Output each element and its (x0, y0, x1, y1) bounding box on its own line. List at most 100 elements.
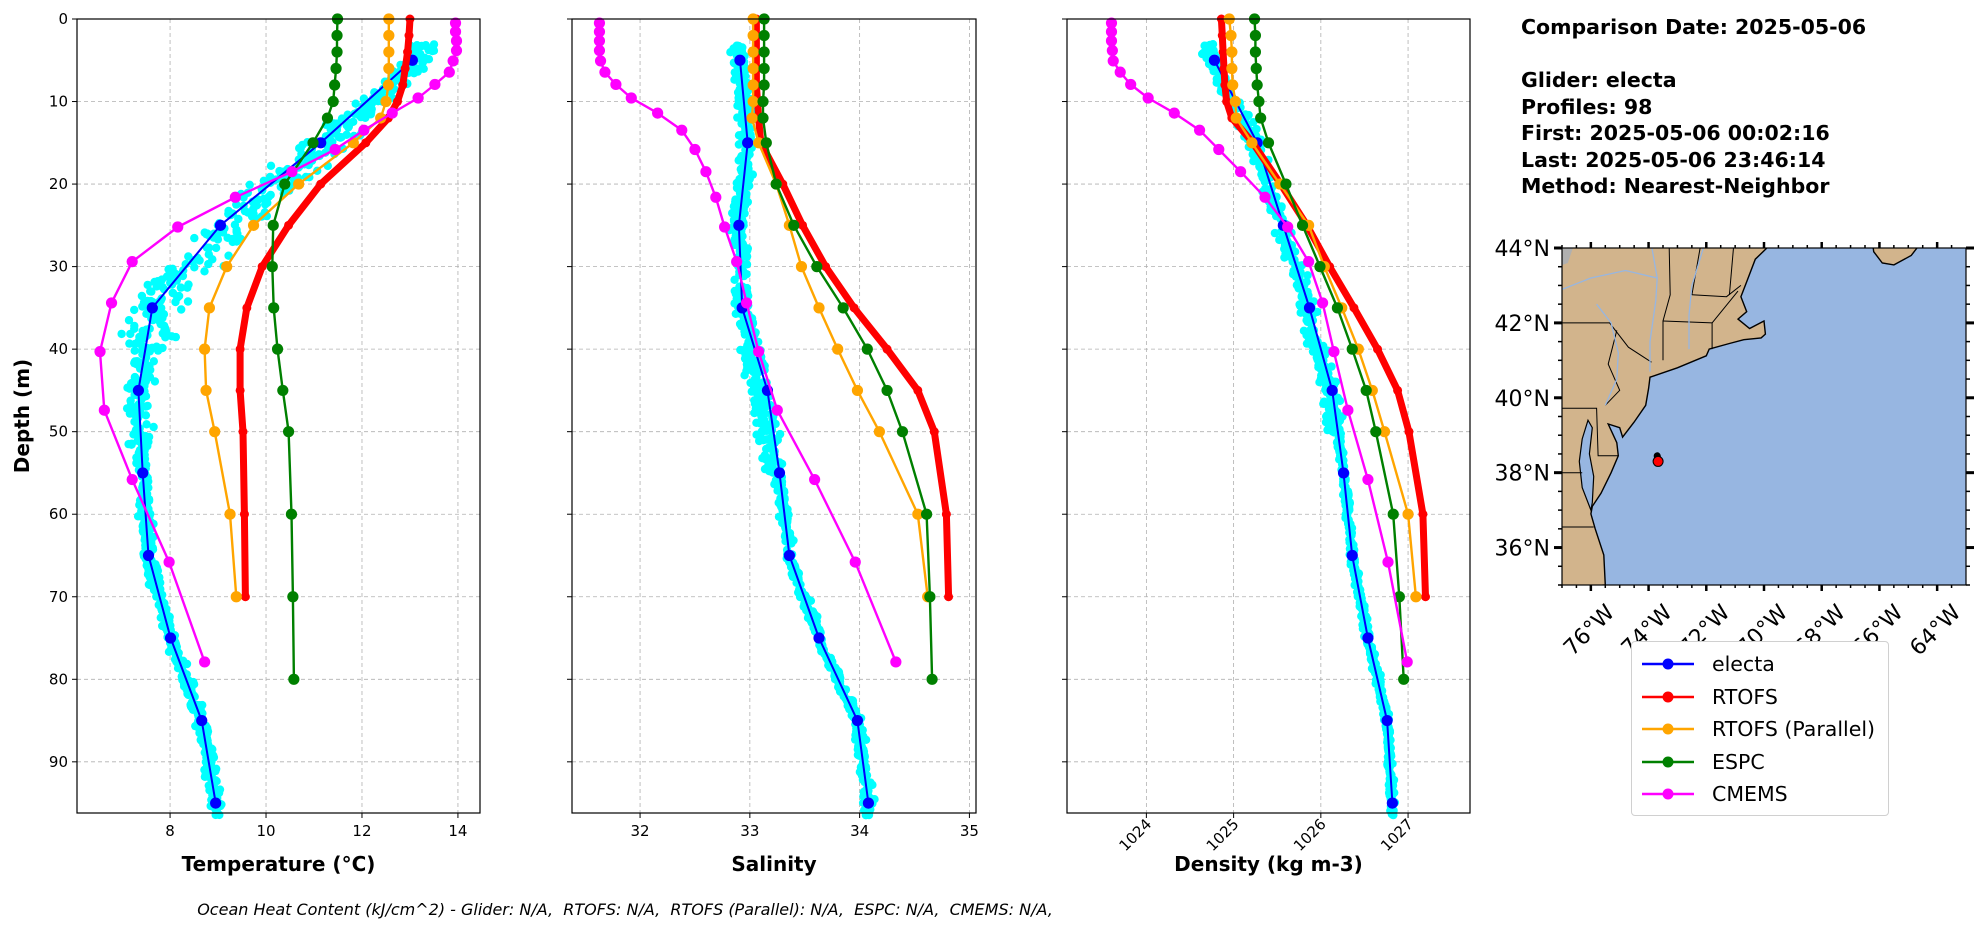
data-point (1114, 66, 1126, 78)
data-point (203, 302, 216, 314)
legend-label: electa (1712, 652, 1775, 677)
glider-raw-point (1204, 47, 1213, 56)
glider-raw-point (731, 70, 741, 79)
data-point (327, 95, 339, 108)
data-point (392, 97, 402, 107)
data-point (1303, 256, 1315, 268)
data-point (676, 124, 688, 136)
data-point (277, 384, 289, 397)
state-border (1562, 322, 1652, 363)
glider-raw-point (137, 341, 147, 351)
glider-raw-point (233, 229, 242, 239)
data-point (285, 508, 298, 520)
glider-raw-point (357, 106, 367, 116)
data-point (331, 46, 343, 58)
glider-raw-point (211, 810, 220, 820)
data-point (1125, 78, 1137, 91)
y-tick-label: 60 (49, 505, 68, 523)
glider-raw-point (130, 305, 139, 315)
state-border (1691, 285, 1742, 298)
data-point (594, 55, 607, 67)
data-point (105, 297, 118, 309)
data-point (734, 54, 746, 66)
glider-raw-point (143, 280, 152, 290)
data-point (1381, 714, 1393, 727)
x-tick-label: 34 (850, 822, 869, 840)
glider-raw-point (775, 429, 785, 439)
glider-raw-point (373, 97, 383, 106)
data-point (361, 138, 371, 148)
glider-raw-point (740, 354, 750, 363)
data-point (293, 178, 305, 190)
data-point (1168, 107, 1180, 119)
glider-raw-point (117, 329, 126, 339)
glider-raw-point (155, 573, 164, 582)
glider-raw-point (171, 297, 180, 307)
series-cmems (1105, 17, 1413, 668)
legend-swatch (1642, 756, 1694, 768)
data-point (758, 29, 770, 42)
data-point (757, 112, 769, 124)
lat-tick-label: 40°N (1495, 387, 1550, 412)
river (1649, 248, 1658, 372)
glider-raw-point (1212, 74, 1222, 84)
data-point (200, 384, 212, 397)
glider-raw-scatter (1198, 40, 1400, 820)
data-point (358, 124, 370, 136)
glider-raw-point (184, 280, 193, 289)
data-point (271, 343, 284, 355)
glider-raw-point (146, 541, 156, 550)
legend-item: ESPC (1642, 746, 1878, 779)
data-point (593, 35, 606, 47)
glider-raw-point (1309, 339, 1319, 348)
data-point (700, 166, 712, 178)
glider-raw-point (144, 495, 154, 504)
glider-raw-point (1319, 399, 1328, 408)
data-point (1255, 112, 1267, 124)
glider-raw-point (183, 297, 193, 306)
data-point (1346, 549, 1358, 562)
data-point (1398, 673, 1410, 685)
glider-raw-point (151, 312, 161, 322)
series-rtofs (235, 14, 415, 602)
glider-raw-point (202, 230, 211, 239)
data-point (861, 343, 873, 355)
glider-raw-point (161, 326, 170, 335)
data-point (98, 404, 110, 416)
data-point (1346, 343, 1358, 355)
method: Method: Nearest-Neighbor (1521, 174, 1830, 198)
glider-raw-point (733, 178, 742, 187)
data-point (209, 426, 221, 438)
last-time: Last: 2025-05-06 23:46:14 (1521, 147, 1826, 172)
glider-raw-point (134, 405, 143, 414)
glider-raw-point (266, 161, 276, 170)
data-point (235, 385, 245, 395)
glider-raw-point (168, 288, 177, 298)
data-point (329, 79, 341, 91)
x-tick-label: 12 (352, 822, 371, 840)
x-axis-label: Salinity (731, 852, 816, 876)
data-point (94, 346, 106, 358)
glider-raw-point (851, 735, 860, 744)
glider-raw-point (740, 371, 749, 380)
glider-raw-point (177, 305, 186, 314)
glider-raw-point (868, 780, 877, 790)
data-point (1217, 31, 1227, 41)
glider-raw-point (1292, 280, 1302, 290)
state-border (1711, 290, 1739, 324)
glider-raw-point (351, 99, 360, 108)
data-point (447, 55, 459, 67)
glider-raw-point (736, 345, 745, 355)
data-point (731, 256, 743, 268)
data-point (1410, 591, 1422, 603)
data-point (238, 427, 248, 437)
x-tick-label: 1024 (1115, 815, 1155, 855)
data-point (286, 166, 298, 178)
profile-count: Profiles: 98 (1521, 94, 1653, 119)
series-cmems (94, 17, 463, 668)
glider-raw-point (156, 296, 165, 305)
glider-raw-point (143, 296, 152, 306)
river (1562, 269, 1658, 291)
glider-raw-point (740, 209, 749, 218)
